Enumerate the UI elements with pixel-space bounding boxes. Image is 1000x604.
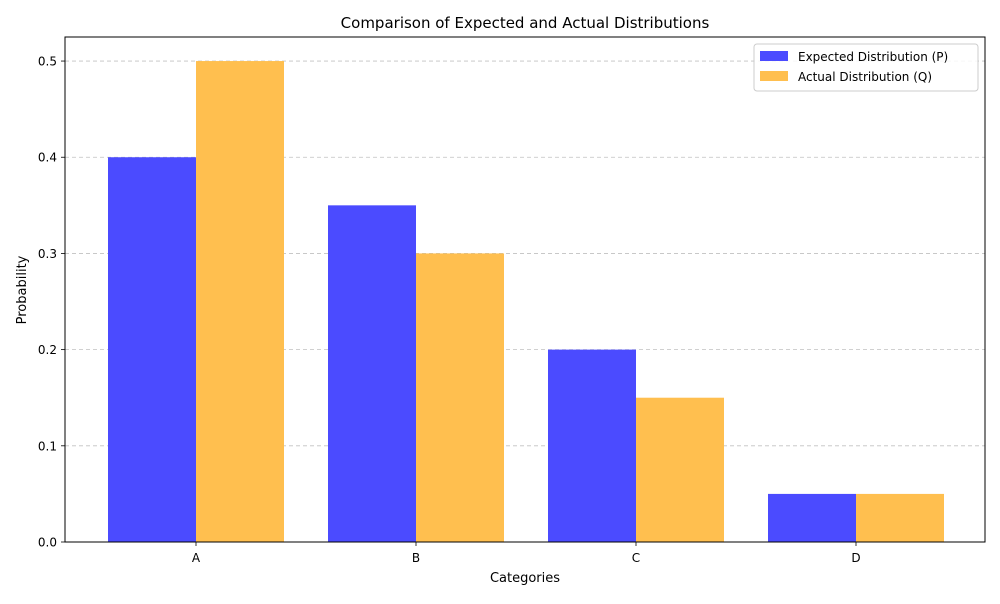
y-tick-label: 0.1 [38, 439, 57, 453]
y-tick-label: 0.3 [38, 247, 57, 261]
x-tick-label: B [412, 551, 420, 565]
y-axis-label: Probability [15, 255, 30, 324]
legend: Expected Distribution (P) Actual Distribu… [753, 43, 979, 92]
y-tick-label: 0.0 [38, 536, 57, 550]
x-tick-label: A [192, 551, 201, 565]
bar-actual-c [636, 397, 724, 542]
x-tick-label: D [851, 551, 860, 565]
bar-expected-b [328, 205, 416, 543]
bar-actual-a [196, 61, 284, 543]
x-tick-label: C [632, 551, 640, 565]
bar-actual-d [856, 493, 944, 542]
y-tick-label: 0.2 [38, 343, 57, 357]
axes [64, 36, 986, 543]
legend-label-expected: Expected Distribution (P) [798, 50, 948, 64]
y-axis-ticks: 0.0 0.1 0.2 0.3 0.4 0.5 [38, 55, 65, 550]
plot-frame [64, 36, 986, 543]
legend-swatch-actual [760, 71, 788, 81]
bar-actual-b [416, 253, 504, 542]
y-tick-label: 0.5 [38, 55, 57, 69]
y-tick-label: 0.4 [38, 151, 57, 165]
legend-label-actual: Actual Distribution (Q) [798, 70, 932, 84]
legend-swatch-expected [760, 51, 788, 61]
bar-expected-a [108, 157, 196, 542]
legend-box [753, 43, 979, 92]
bar-expected-d [768, 493, 856, 542]
bars-group [108, 61, 944, 543]
x-axis-label: Categories [490, 571, 560, 586]
x-axis-ticks: A B C D [192, 542, 861, 565]
bar-expected-c [548, 349, 636, 542]
chart-title: Comparison of Expected and Actual Distri… [341, 14, 710, 32]
